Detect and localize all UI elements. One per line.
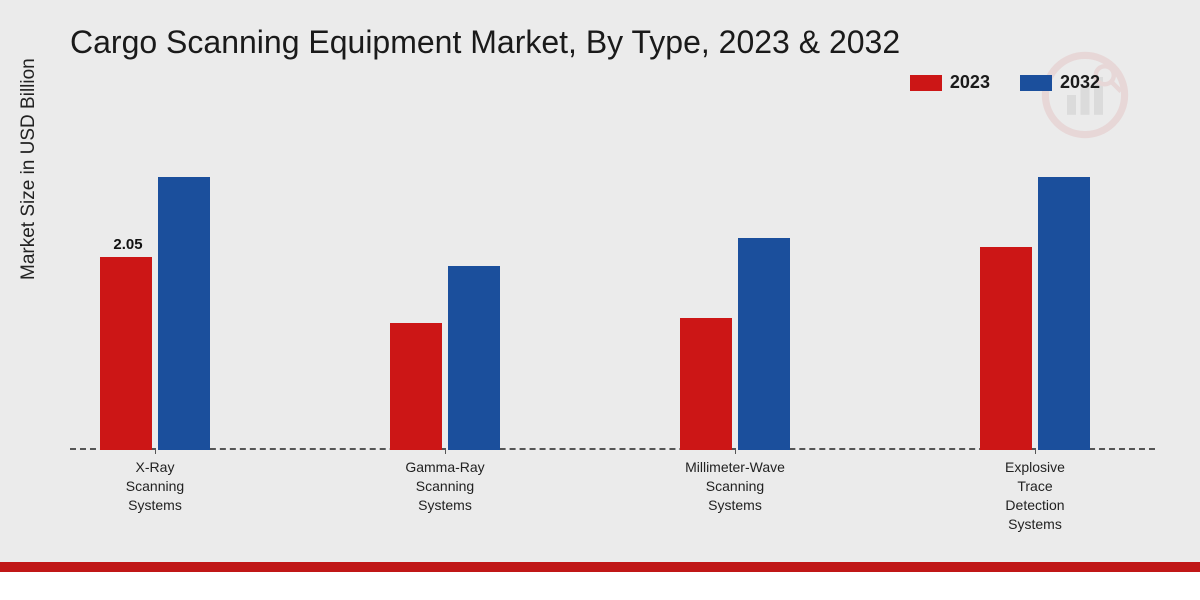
data-label: 2.05	[108, 236, 148, 253]
bar-group	[980, 177, 1090, 450]
x-tick	[735, 448, 736, 454]
bar-group	[390, 266, 500, 450]
legend-item-2032: 2032	[1020, 72, 1100, 93]
legend-label-2023: 2023	[950, 72, 990, 93]
legend-item-2023: 2023	[910, 72, 990, 93]
chart-title: Cargo Scanning Equipment Market, By Type…	[70, 24, 900, 61]
x-label: Gamma-RayScanningSystems	[375, 458, 515, 515]
bar-group	[680, 238, 790, 450]
chart-plot: 2.05	[70, 120, 1155, 450]
x-label: Millimeter-WaveScanningSystems	[665, 458, 805, 515]
bar	[738, 238, 790, 450]
x-tick	[155, 448, 156, 454]
footer-band	[0, 572, 1200, 600]
legend-swatch-2023	[910, 75, 942, 91]
legend-swatch-2032	[1020, 75, 1052, 91]
bar	[158, 177, 210, 450]
bar-group	[100, 177, 210, 450]
bar	[448, 266, 500, 450]
legend: 2023 2032	[910, 72, 1100, 93]
x-tick	[1035, 448, 1036, 454]
bar	[390, 323, 442, 450]
bar	[980, 247, 1032, 450]
x-label: ExplosiveTraceDetectionSystems	[965, 458, 1105, 534]
bar	[1038, 177, 1090, 450]
footer-red-bar	[0, 562, 1200, 572]
x-axis-labels: X-RayScanningSystems Gamma-RayScanningSys…	[70, 456, 1155, 536]
x-tick	[445, 448, 446, 454]
legend-label-2032: 2032	[1060, 72, 1100, 93]
bar	[680, 318, 732, 450]
x-label: X-RayScanningSystems	[85, 458, 225, 515]
bar	[100, 257, 152, 450]
y-axis-label: Market Size in USD Billion	[18, 58, 40, 280]
